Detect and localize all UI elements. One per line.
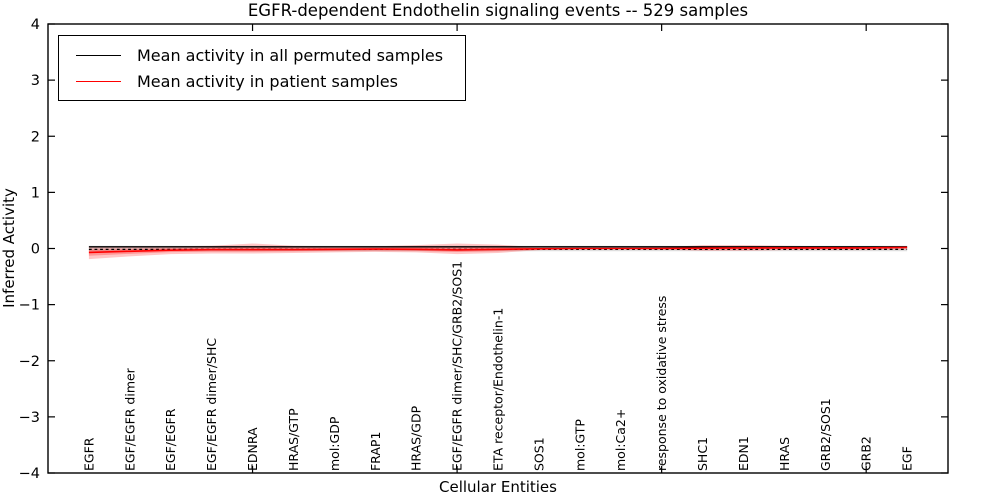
x-category-label-grb2-sos1: GRB2/SOS1 — [818, 398, 833, 471]
y-tick-label: 4 — [31, 17, 40, 33]
x-category-label-edn1: EDN1 — [736, 436, 751, 471]
y-tick-label: −1 — [19, 298, 40, 314]
x-category-label-eta-receptor-endothelin-1: ETA receptor/Endothelin-1 — [491, 308, 506, 471]
x-category-label-grb2: GRB2 — [859, 436, 874, 471]
legend-item-permuted: Mean activity in all permuted samples — [76, 42, 443, 68]
x-category-label-egf: EGF — [900, 446, 915, 471]
legend-label-permuted: Mean activity in all permuted samples — [137, 45, 444, 65]
legend-label-patient: Mean activity in patient samples — [137, 71, 398, 91]
x-category-label-hras-gtp: HRAS/GTP — [286, 408, 301, 471]
x-category-label-egf-egfr-dimer-shc-grb2-sos1: EGF/EGFR dimer/SHC/GRB2/SOS1 — [450, 261, 465, 471]
y-tick-label: 3 — [31, 73, 40, 89]
x-category-label-egfr: EGFR — [81, 437, 96, 471]
y-tick-label: −2 — [19, 354, 40, 370]
y-tick-label: 1 — [31, 185, 40, 201]
x-category-label-response-to-oxidative-stress: response to oxidative stress — [654, 296, 669, 471]
x-category-label-mol-gdp: mol:GDP — [327, 416, 342, 471]
series-mean-activity-in-patient-samples — [88, 246, 908, 254]
legend-line-patient-icon — [76, 80, 121, 82]
x-category-label-egf-egfr-dimer-shc: EGF/EGFR dimer/SHC — [204, 338, 219, 471]
x-category-label-sos1: SOS1 — [531, 437, 546, 471]
x-category-label-egf-egfr-dimer: EGF/EGFR dimer — [122, 367, 137, 471]
x-category-label-hras-gdp: HRAS/GDP — [409, 405, 424, 471]
legend: Mean activity in all permuted samples Me… — [58, 35, 467, 101]
x-axis-label: Cellular Entities — [439, 478, 557, 496]
x-category-label-egf-egfr: EGF/EGFR — [163, 408, 178, 471]
x-category-label-ednra: EDNRA — [245, 427, 260, 471]
y-tick-label: 2 — [31, 129, 40, 145]
legend-item-patient: Mean activity in patient samples — [76, 68, 443, 94]
y-tick-label: 0 — [31, 242, 40, 258]
chart-title: EGFR-dependent Endothelin signaling even… — [247, 1, 749, 20]
x-category-label-hras: HRAS — [777, 437, 792, 471]
x-category-label-frap1: FRAP1 — [368, 432, 383, 471]
y-tick-label: −4 — [19, 466, 40, 482]
y-tick-label: −3 — [19, 410, 40, 426]
legend-line-permuted-icon — [76, 54, 121, 56]
x-category-label-mol-gtp: mol:GTP — [572, 419, 587, 471]
x-category-label-mol-ca2: mol:Ca2+ — [613, 409, 628, 471]
x-category-label-shc1: SHC1 — [695, 437, 710, 471]
